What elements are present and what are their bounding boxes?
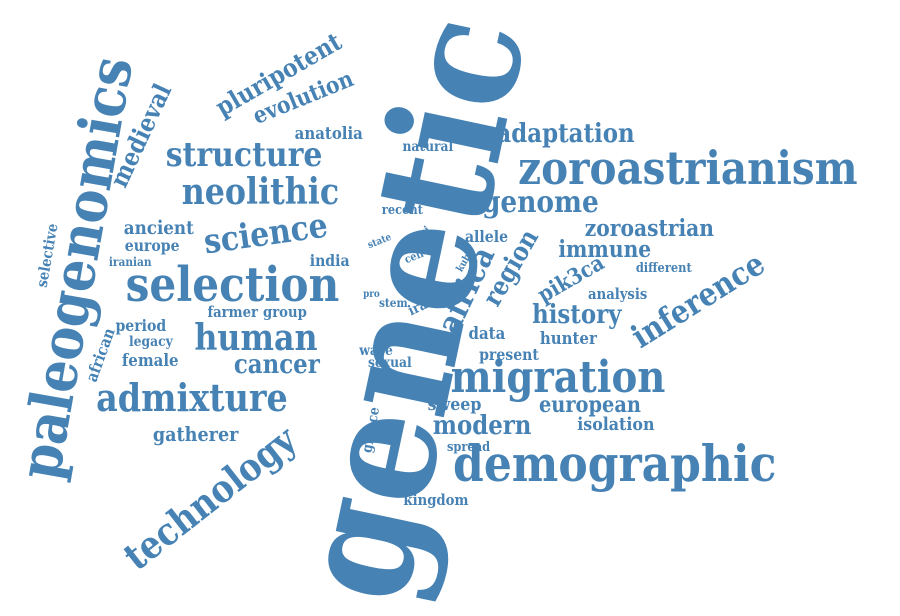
word-different: different xyxy=(635,260,692,276)
word-pro: pro xyxy=(362,289,380,300)
word-sweep: sweep xyxy=(427,394,481,415)
word-immune: immune xyxy=(558,235,652,263)
word-gatherer: gatherer xyxy=(152,422,238,446)
word-sexual: sexual xyxy=(367,355,412,371)
word-recent: recent xyxy=(381,202,423,218)
word-hunter: hunter xyxy=(539,328,597,349)
word-structure: structure xyxy=(165,135,323,175)
word-analysis: analysis xyxy=(587,284,647,303)
word-wave: wave xyxy=(359,343,393,359)
word-kingdom: kingdom xyxy=(403,490,469,509)
word-period: period xyxy=(115,316,167,335)
word-legacy: legacy xyxy=(128,334,173,350)
word-genome: genome xyxy=(481,185,599,220)
word-migration: migration xyxy=(450,352,666,403)
word-female: female xyxy=(121,350,179,371)
word-human: human xyxy=(194,317,318,359)
word-iranian: iranian xyxy=(108,255,152,269)
word-europe: europe xyxy=(124,236,180,255)
word-farmer: farmer xyxy=(206,302,258,321)
word-admixture: admixture xyxy=(96,375,288,420)
word-selection: selection xyxy=(125,257,339,313)
word-adaptation: adaptation xyxy=(495,119,635,149)
word-cancer: cancer xyxy=(233,350,320,380)
word-india: india xyxy=(309,251,350,270)
word-isolation: isolation xyxy=(577,414,655,435)
word-allele: allele xyxy=(464,227,508,246)
word-ancient: ancient xyxy=(123,216,194,239)
word-present: present xyxy=(479,345,539,364)
word-group: group xyxy=(262,302,307,321)
word-stem: stem xyxy=(378,296,408,310)
word-demographic: demographic xyxy=(452,434,776,493)
word-modern: modern xyxy=(432,411,532,441)
word-data: data xyxy=(468,323,506,344)
word-zoroastrianism: zoroastrianism xyxy=(518,141,858,195)
word-anatolia: anatolia xyxy=(294,123,363,144)
word-history: history xyxy=(532,300,622,330)
word-neolithic: neolithic xyxy=(181,171,339,213)
word-spread: spread xyxy=(446,439,490,455)
word-zoroastrian: zoroastrian xyxy=(584,214,714,242)
word-natural: natural xyxy=(402,139,454,155)
word-european: european xyxy=(538,392,641,418)
